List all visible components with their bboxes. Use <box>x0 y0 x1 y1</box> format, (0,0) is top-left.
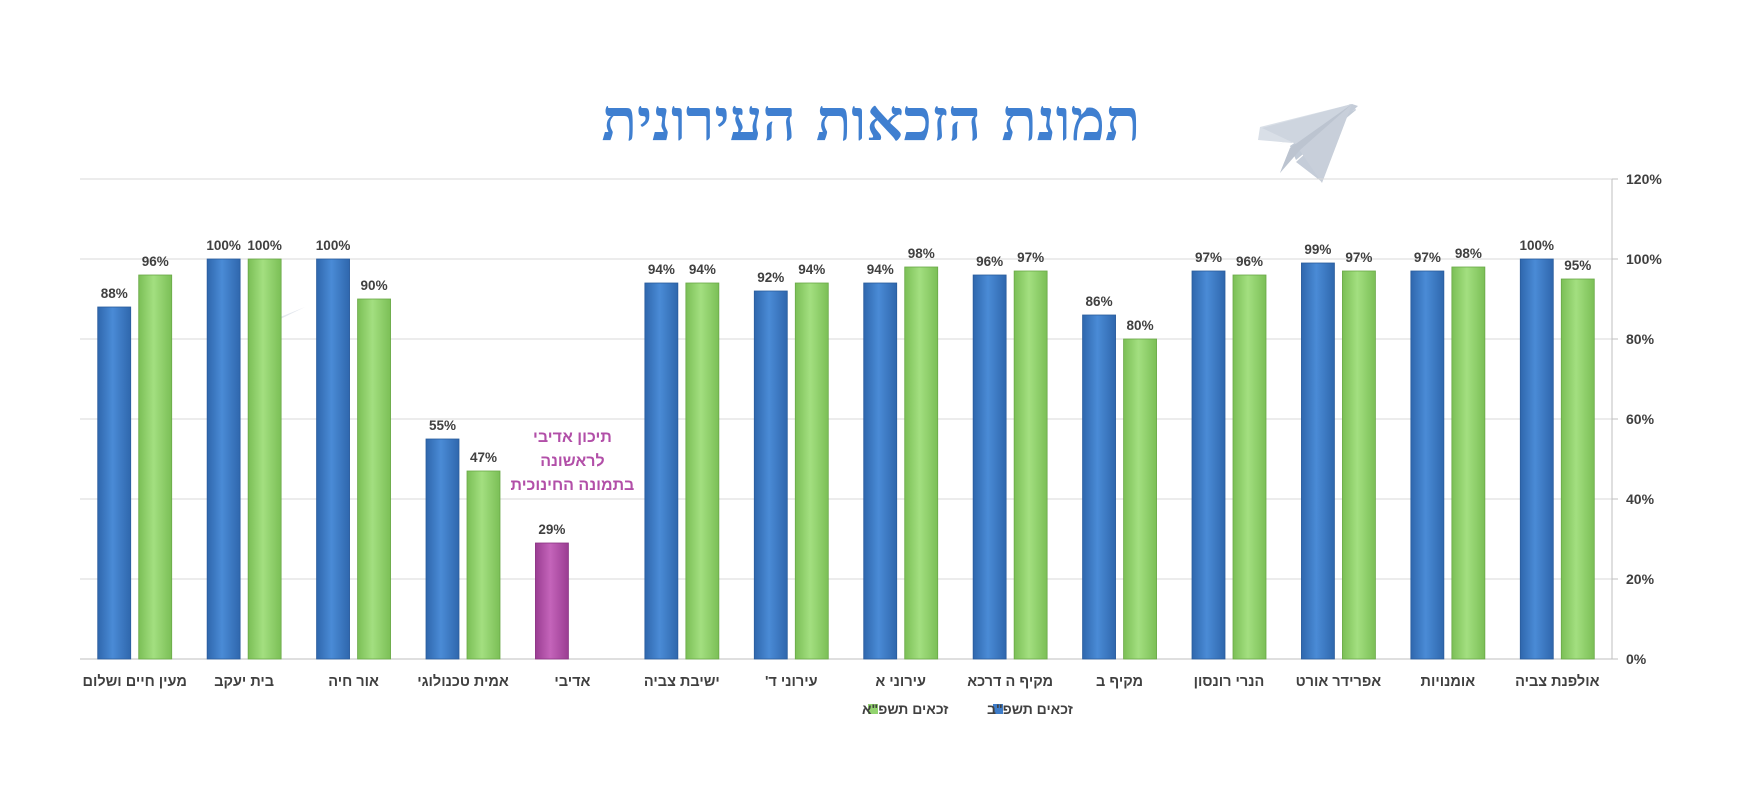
bar-series1 <box>206 258 241 660</box>
bar-series1 <box>1519 258 1554 660</box>
category-label: בית יעקב <box>214 674 274 690</box>
annotation-line: לראשונה <box>540 452 604 470</box>
bar-series1 <box>644 282 679 660</box>
data-label: 99% <box>1304 242 1331 257</box>
data-label: 80% <box>1127 318 1154 333</box>
bar-series2 <box>1342 270 1376 660</box>
category-label: אומנויות <box>1421 674 1476 690</box>
data-label: 94% <box>689 262 716 277</box>
bar-series1 <box>1082 314 1116 660</box>
y-tick-label: 60% <box>1626 411 1655 427</box>
bar-series2 <box>357 298 391 660</box>
category-label: הנרי רונסון <box>1194 674 1265 690</box>
annotation-line: בתמונה החינוכית <box>511 477 635 494</box>
bar-series2 <box>138 274 173 660</box>
bar-series2 <box>1560 278 1595 660</box>
chart-title: תמונת הזכאות העירונית <box>602 86 1141 154</box>
y-tick-label: 80% <box>1626 331 1655 347</box>
bar-series2 <box>794 282 829 660</box>
data-label: 96% <box>1236 254 1263 269</box>
data-label: 100% <box>316 238 351 253</box>
category-label: אולפנת צביה <box>1515 674 1600 690</box>
y-tick-label: 0% <box>1626 651 1647 667</box>
data-label: 97% <box>1017 250 1044 265</box>
data-label: 97% <box>1345 250 1372 265</box>
y-tick-label: 120% <box>1626 171 1662 187</box>
category-label: אדיבי <box>554 674 590 690</box>
bar-series2 <box>1123 338 1157 660</box>
data-label: 96% <box>142 254 169 269</box>
data-label: 88% <box>101 286 128 301</box>
bar-series2 <box>1013 270 1048 660</box>
bar-series1 <box>1191 270 1226 660</box>
annotation-line: תיכון אדיבי <box>533 429 612 446</box>
data-label: 95% <box>1564 258 1591 273</box>
bar-series2 <box>1451 266 1486 660</box>
data-label: 29% <box>538 522 565 537</box>
category-label: אפרידר אורט <box>1296 674 1382 690</box>
bar-series1 <box>425 438 460 660</box>
y-tick-label: 40% <box>1626 491 1655 507</box>
category-label: עירוני ד' <box>765 674 818 690</box>
category-label: אור חיה <box>328 674 379 690</box>
category-label: עירוני א <box>875 674 926 690</box>
category-label: מעין חיים ושלום <box>83 674 187 690</box>
bar-series1 <box>1301 262 1335 660</box>
data-label: 47% <box>470 450 497 465</box>
bar-series2 <box>247 258 282 660</box>
data-label: 94% <box>867 262 894 277</box>
legend-label: זכאים תשפ"א <box>862 701 948 717</box>
data-label: 100% <box>206 238 241 253</box>
legend-swatch <box>993 704 1003 714</box>
data-label: 55% <box>429 418 456 433</box>
data-label: 92% <box>757 270 784 285</box>
bar-series2 <box>904 266 939 660</box>
data-label: 100% <box>1520 238 1555 253</box>
bar-series1 <box>863 282 898 660</box>
category-label: מקיף ה דרכא <box>967 674 1053 690</box>
bar-series1 <box>753 290 788 660</box>
bar-series2 <box>685 282 720 660</box>
bar-series1 <box>97 306 132 660</box>
data-label: 86% <box>1086 294 1113 309</box>
legend-label: זכאים תשפ"ב <box>987 701 1073 717</box>
bar-series1 <box>535 542 569 660</box>
bar-series1 <box>1410 270 1445 660</box>
y-tick-label: 20% <box>1626 571 1655 587</box>
legend-swatch <box>868 704 878 714</box>
data-label: 97% <box>1195 250 1222 265</box>
category-label: ישיבת צביה <box>644 674 720 690</box>
bar-series1 <box>316 258 350 660</box>
bar-series2 <box>466 470 501 660</box>
data-label: 97% <box>1414 250 1441 265</box>
bar-series2 <box>1232 274 1267 660</box>
data-label: 96% <box>976 254 1003 269</box>
data-label: 100% <box>247 238 282 253</box>
paper-plane-icon <box>1258 104 1358 183</box>
y-tick-label: 100% <box>1626 251 1662 267</box>
data-label: 94% <box>798 262 825 277</box>
bar-series1 <box>972 274 1007 660</box>
data-label: 98% <box>908 246 935 261</box>
category-label: מקיף ב <box>1096 674 1143 690</box>
data-label: 98% <box>1455 246 1482 261</box>
data-label: 94% <box>648 262 675 277</box>
data-label: 90% <box>361 278 388 293</box>
category-label: אמית טכנולוגי <box>417 674 509 690</box>
